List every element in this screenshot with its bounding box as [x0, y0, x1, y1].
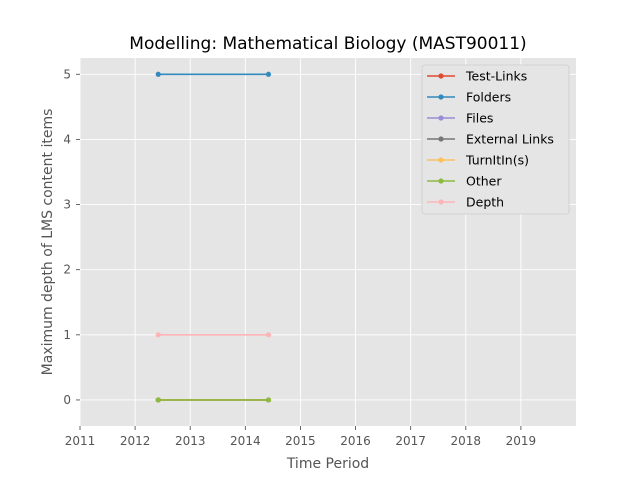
y-tick-label: 5	[63, 67, 71, 81]
legend-entry-test-links: Test-Links	[465, 69, 527, 84]
x-tick-label: 2012	[120, 434, 151, 448]
legend: Test-Links Folders Files External Links Turn…	[421, 64, 570, 215]
y-tick-label: 4	[63, 132, 71, 146]
x-tick-label: 2016	[340, 434, 371, 448]
chart-title: Modelling: Mathematical Biology (MAST900…	[129, 34, 526, 54]
x-tick-label: 2013	[175, 434, 206, 448]
data-point-folders	[265, 71, 272, 77]
legend-entry-external-links: External Links	[466, 132, 554, 147]
y-tick-label: 3	[63, 198, 71, 212]
x-axis-ticks: 2011 2012 2013 2014 2015 2016 2017 2018 2019	[65, 426, 536, 448]
data-point-other	[155, 397, 161, 403]
x-tick-label: 2011	[65, 434, 96, 448]
legend-box	[421, 64, 570, 215]
x-tick-label: 2015	[285, 434, 316, 448]
legend-entry-turnitin-s: TurnItIn(s)	[465, 153, 529, 168]
series-layer	[155, 71, 272, 403]
y-axis-label: Maximum depth of LMS content items	[40, 109, 56, 376]
x-axis-label: Time Period	[286, 456, 369, 472]
x-tick-label: 2014	[230, 434, 261, 448]
legend-marker	[438, 199, 444, 205]
x-tick-label: 2017	[395, 434, 426, 448]
y-axis-ticks: 0 1 2 3 4 5	[63, 67, 80, 407]
x-tick-label: 2018	[451, 434, 482, 448]
legend-marker	[438, 136, 444, 142]
legend-marker	[438, 115, 444, 121]
legend-marker	[438, 94, 444, 100]
legend-entry-other: Other	[466, 174, 502, 189]
y-tick-label: 0	[63, 393, 71, 407]
y-tick-label: 1	[63, 328, 71, 342]
legend-marker	[438, 178, 444, 184]
legend-entry-folders: Folders	[466, 90, 511, 105]
legend-marker	[438, 157, 444, 163]
data-point-depth	[265, 332, 272, 338]
data-point-other	[265, 397, 272, 403]
y-tick-label: 2	[63, 263, 71, 277]
x-tick-label: 2019	[506, 434, 537, 448]
data-point-folders	[155, 71, 161, 77]
legend-entry-depth: Depth	[466, 195, 504, 210]
legend-entry-files: Files	[466, 111, 493, 126]
legend-marker	[438, 73, 444, 79]
data-point-depth	[155, 332, 161, 338]
